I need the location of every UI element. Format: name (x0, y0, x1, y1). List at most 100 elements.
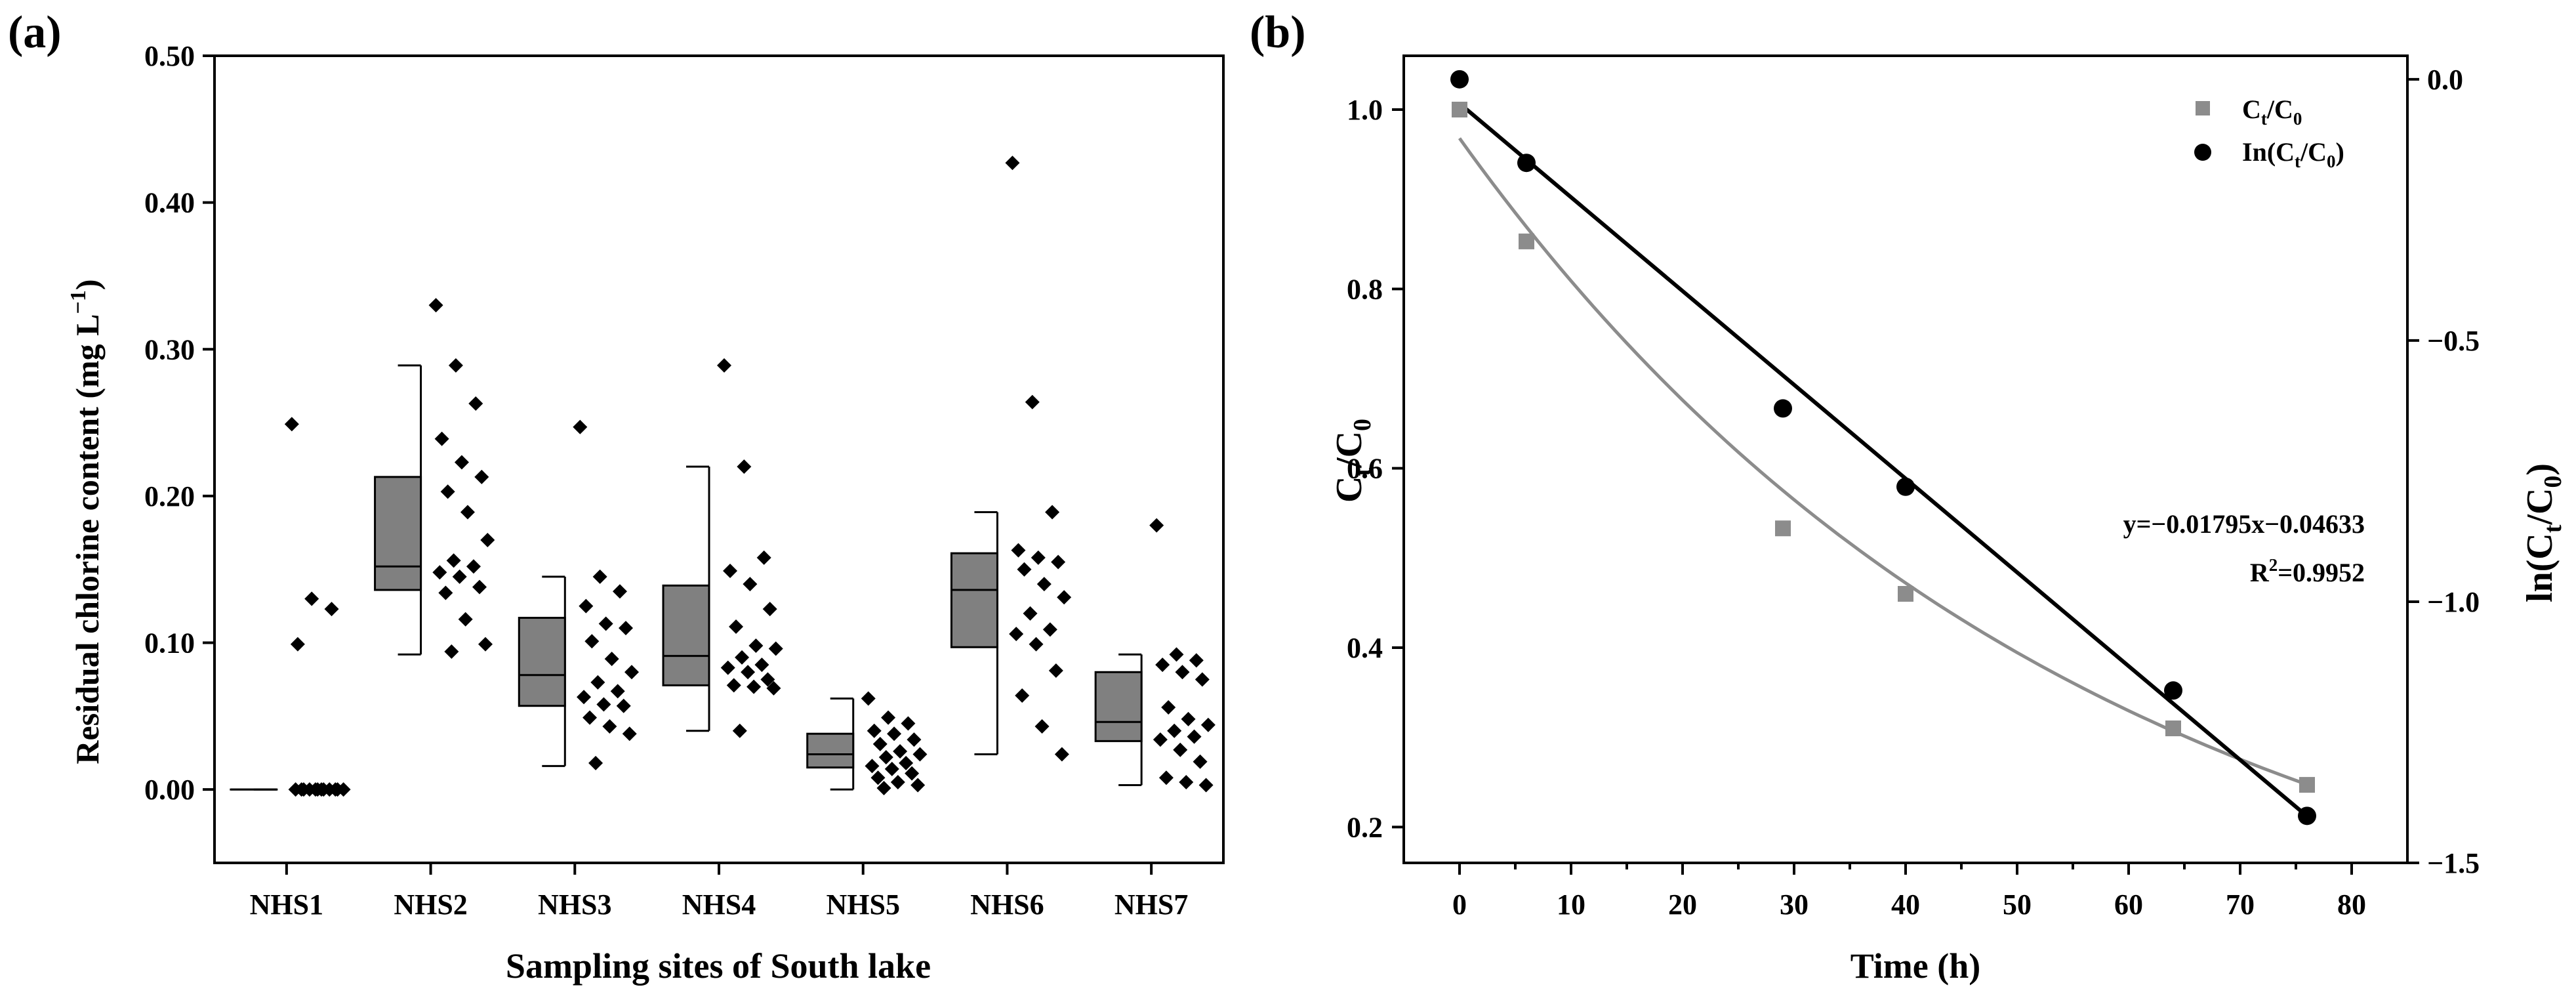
ct-c0-point (1898, 586, 1913, 602)
data-point (590, 675, 605, 690)
data-point (1198, 778, 1214, 793)
box (662, 584, 710, 686)
data-point (1023, 606, 1038, 621)
ct-c0-point (1519, 233, 1534, 249)
x-tick-label: 70 (2226, 888, 2255, 921)
data-point (907, 732, 922, 747)
box-group-nhs2 (374, 298, 495, 659)
data-point (604, 652, 619, 667)
data-point (729, 619, 744, 634)
left-y-tick-label: 0.8 (1347, 273, 1383, 305)
x-tick-label: NHS3 (538, 888, 611, 921)
y-tick-label: 0.00 (144, 774, 195, 806)
data-point (440, 484, 455, 499)
data-point (466, 559, 481, 574)
data-point (328, 782, 343, 797)
ln-ct-c0-point (1896, 477, 1915, 496)
panel-a-frame (213, 54, 1225, 864)
data-point (746, 679, 762, 694)
data-point (1045, 505, 1060, 520)
data-point (1200, 717, 1216, 732)
ln-ct-c0-point (2298, 806, 2316, 825)
left-y-tick-label: 0.6 (1347, 453, 1383, 485)
data-point (723, 563, 738, 578)
panel-a-y-ticks: 0.00 0.10 0.20 0.30 0.40 0.50 (144, 40, 215, 806)
data-point (1155, 658, 1170, 673)
data-point (732, 723, 747, 738)
data-point (1169, 647, 1184, 662)
data-point (756, 550, 771, 565)
data-point (577, 690, 592, 705)
data-point (720, 660, 735, 675)
data-point (893, 744, 908, 759)
data-point (294, 782, 309, 797)
data-point (1195, 672, 1210, 687)
panel-a-x-ticks: NHS1 NHS2 NHS3 NHS4 NHS5 NHS6 NHS7 (250, 863, 1188, 921)
data-point (612, 584, 627, 599)
left-y-tick-label: 0.2 (1347, 811, 1383, 843)
data-point (762, 602, 777, 617)
data-point (910, 778, 926, 793)
data-point (458, 612, 473, 627)
panel-a-y-axis-title: Residual chlorine content (mg L−1) (66, 279, 106, 764)
box-group-nhs4 (662, 358, 783, 738)
data-point (468, 396, 483, 411)
data-point (579, 598, 594, 614)
panel-b-left-axis-title: Ct/C0 (1329, 419, 1376, 503)
panel-a-label: (a) (8, 7, 62, 58)
data-point (1015, 688, 1030, 703)
data-point (434, 431, 449, 446)
x-tick-label: 40 (1891, 888, 1920, 921)
x-tick-label: NHS4 (682, 888, 756, 921)
data-point (887, 726, 902, 741)
data-point (438, 585, 453, 600)
data-point (592, 569, 607, 584)
x-tick-label: NHS5 (826, 888, 899, 921)
data-point (766, 680, 781, 696)
data-point (865, 759, 880, 774)
ln-ct-c0-point (2164, 681, 2182, 700)
data-point (314, 782, 329, 797)
data-point (1048, 663, 1063, 678)
panel-a-x-axis-title: Sampling sites of South lake (506, 946, 931, 986)
x-tick-label: 10 (1557, 888, 1585, 921)
data-point (754, 658, 769, 673)
data-point (602, 719, 617, 734)
x-tick-label: 0 (1452, 888, 1467, 921)
ct-c0-point (1775, 520, 1791, 537)
data-point (284, 417, 299, 432)
data-point (290, 637, 305, 652)
data-point (1017, 562, 1032, 577)
y-tick-label: 0.30 (144, 333, 195, 365)
box-group-nhs7 (1094, 518, 1216, 793)
right-y-tick-label: 0.0 (2427, 64, 2463, 96)
box (518, 617, 566, 707)
data-point (1181, 711, 1196, 726)
data-point (1189, 653, 1204, 668)
data-point (743, 577, 758, 592)
data-point (760, 672, 775, 687)
data-point (444, 644, 459, 659)
data-point (598, 616, 613, 631)
data-point (573, 419, 588, 434)
ct-c0-point (1452, 102, 1467, 117)
data-point (735, 650, 750, 665)
data-point (1193, 754, 1208, 769)
data-point (768, 641, 783, 656)
x-tick-label: NHS7 (1114, 888, 1188, 921)
data-point (1051, 554, 1066, 570)
data-point (867, 723, 882, 738)
data-point (890, 775, 905, 789)
data-point (878, 749, 893, 764)
panel-a-box-plot: (a) Residual chlorine content (mg L−1) S… (8, 7, 1225, 986)
box-group-nhs1 (230, 417, 351, 797)
legend-label-ct-c0: Ct/C0 (2242, 94, 2302, 129)
data-point (428, 298, 443, 313)
data-point (1057, 590, 1072, 605)
ln-ct-c0-point (1774, 399, 1792, 418)
ln-ct-c0-point (1517, 154, 1536, 173)
x-tick-label: 60 (2114, 888, 2143, 921)
ct-c0-point (2299, 777, 2315, 793)
data-point (1034, 719, 1050, 734)
left-y-tick-label: 1.0 (1347, 94, 1383, 126)
